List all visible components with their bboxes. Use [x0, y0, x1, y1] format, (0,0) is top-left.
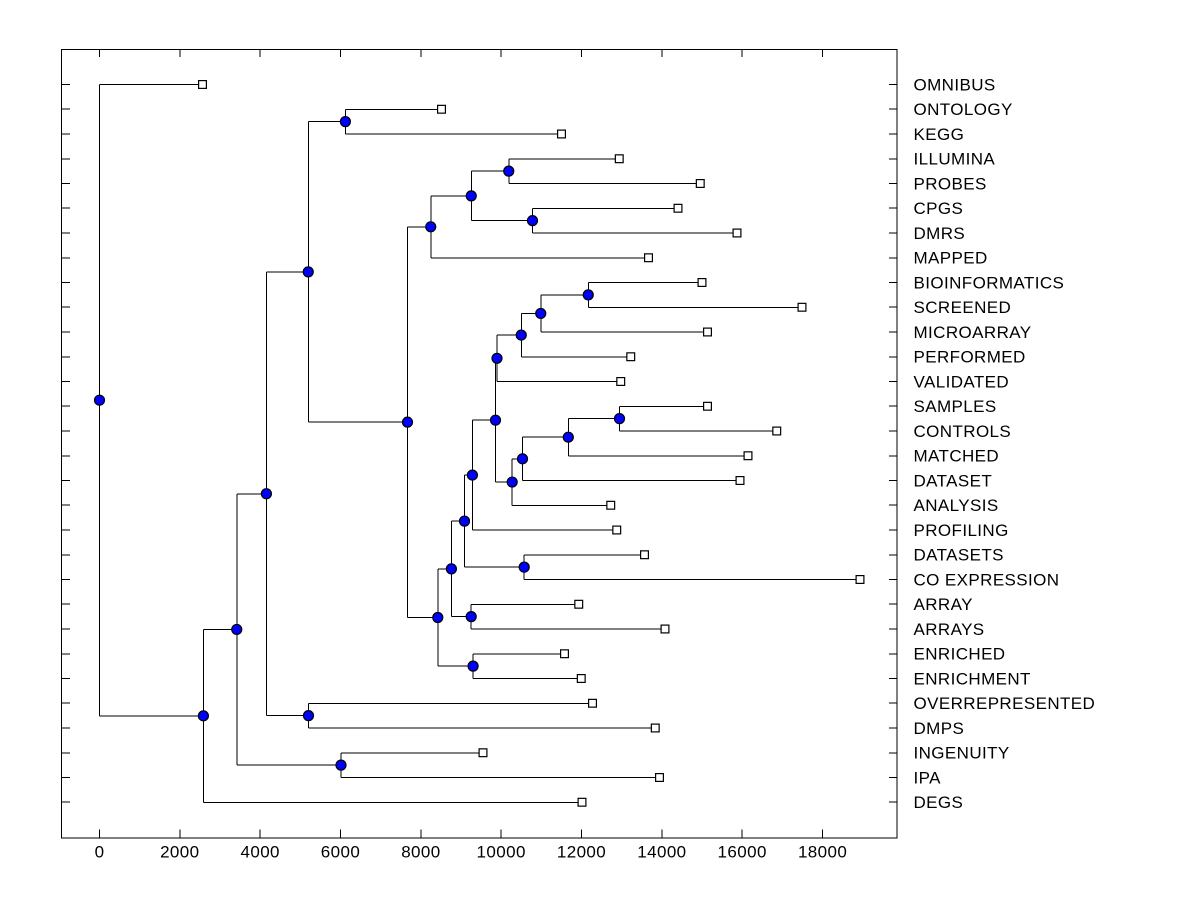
- svg-text:ARRAYS: ARRAYS: [914, 620, 985, 639]
- svg-text:MICROARRAY: MICROARRAY: [914, 323, 1032, 342]
- svg-text:IPA: IPA: [914, 768, 942, 787]
- svg-text:ARRAY: ARRAY: [914, 595, 973, 614]
- svg-text:ILLUMINA: ILLUMINA: [914, 150, 996, 169]
- svg-text:CPGS: CPGS: [914, 199, 964, 218]
- svg-text:DATASET: DATASET: [914, 471, 993, 490]
- svg-text:0: 0: [95, 843, 105, 862]
- svg-text:PROFILING: PROFILING: [914, 521, 1009, 540]
- svg-text:DMRS: DMRS: [914, 224, 966, 243]
- svg-text:PROBES: PROBES: [914, 174, 987, 193]
- svg-text:ENRICHMENT: ENRICHMENT: [914, 669, 1031, 688]
- svg-text:DEGS: DEGS: [914, 793, 964, 812]
- svg-text:6000: 6000: [321, 843, 360, 862]
- svg-text:DATASETS: DATASETS: [914, 546, 1004, 565]
- svg-text:14000: 14000: [637, 843, 686, 862]
- svg-text:OVERREPRESENTED: OVERREPRESENTED: [914, 694, 1096, 713]
- svg-text:KEGG: KEGG: [914, 125, 965, 144]
- svg-text:18000: 18000: [798, 843, 847, 862]
- svg-text:PERFORMED: PERFORMED: [914, 348, 1026, 367]
- svg-text:DMPS: DMPS: [914, 719, 965, 738]
- svg-text:16000: 16000: [718, 843, 767, 862]
- svg-text:CONTROLS: CONTROLS: [914, 422, 1012, 441]
- svg-text:ANALYSIS: ANALYSIS: [914, 496, 999, 515]
- svg-text:2000: 2000: [160, 843, 199, 862]
- svg-text:MATCHED: MATCHED: [914, 447, 1000, 466]
- svg-text:10000: 10000: [477, 843, 526, 862]
- svg-text:12000: 12000: [557, 843, 606, 862]
- svg-text:8000: 8000: [401, 843, 440, 862]
- svg-text:MAPPED: MAPPED: [914, 249, 988, 268]
- svg-text:VALIDATED: VALIDATED: [914, 372, 1010, 391]
- svg-text:4000: 4000: [240, 843, 279, 862]
- svg-text:ONTOLOGY: ONTOLOGY: [914, 100, 1013, 119]
- svg-text:SAMPLES: SAMPLES: [914, 397, 997, 416]
- svg-text:BIOINFORMATICS: BIOINFORMATICS: [914, 273, 1065, 292]
- svg-text:INGENUITY: INGENUITY: [914, 744, 1010, 763]
- svg-text:ENRICHED: ENRICHED: [914, 645, 1006, 664]
- svg-text:SCREENED: SCREENED: [914, 298, 1012, 317]
- svg-text:OMNIBUS: OMNIBUS: [914, 75, 996, 94]
- svg-text:CO EXPRESSION: CO EXPRESSION: [914, 570, 1060, 589]
